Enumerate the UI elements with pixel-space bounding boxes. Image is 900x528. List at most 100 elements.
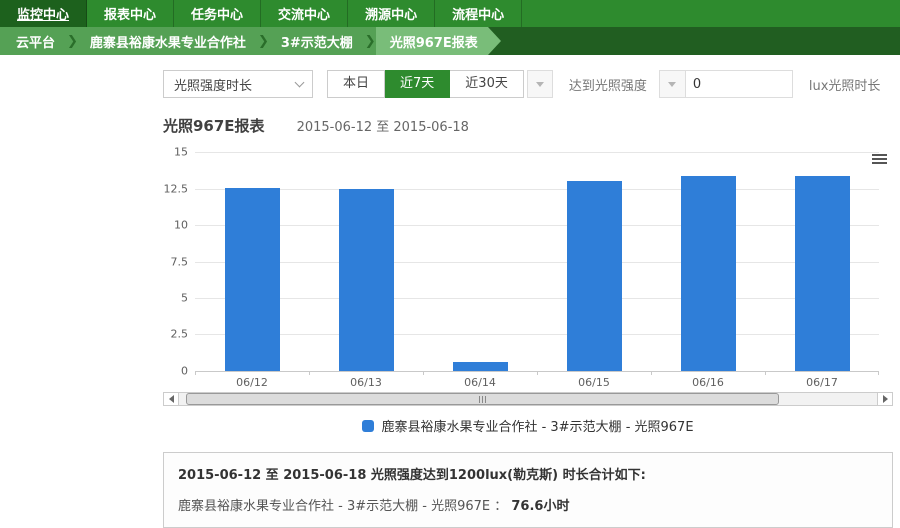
chart-legend: 鹿寨县裕康水果专业合作社 - 3#示范大棚 - 光照967E	[163, 416, 893, 435]
summary-row-value: 76.6小时	[511, 499, 570, 514]
bar-0616[interactable]	[680, 176, 736, 371]
nav-item-label: 监控中心	[17, 8, 70, 23]
page-title: 光照967E报表	[163, 117, 265, 135]
bar-slot	[537, 152, 651, 371]
report-type-select-value: 光照强度时长	[174, 78, 253, 94]
chart-plot-row: 15 12.5 10 7.5 5 2.5 0	[163, 146, 893, 378]
breadcrumb-group: 云平台 ❯ 鹿寨县裕康水果专业合作社 ❯ 3#示范大棚 ❯	[0, 27, 376, 55]
breadcrumb-current-label: 光照967E报表	[389, 35, 478, 51]
nav-item-communication-center[interactable]: 交流中心	[261, 0, 349, 27]
report-type-select[interactable]: 光照强度时长	[163, 70, 313, 98]
range-button-last30days[interactable]: 近30天	[450, 70, 524, 98]
x-axis-tick-mark	[422, 371, 424, 375]
y-axis-tick: 2.5	[170, 327, 189, 341]
summary-row-label: 鹿寨县裕康水果专业合作社 - 3#示范大棚 - 光照967E ：	[178, 499, 508, 514]
x-axis-label: 06/14	[464, 376, 496, 389]
triangle-down-icon	[668, 81, 677, 87]
intensity-threshold-label: 达到光照强度	[568, 78, 647, 94]
bar-slot	[195, 152, 309, 371]
nav-item-label: 流程中心	[452, 8, 505, 23]
gridline	[195, 298, 879, 299]
nav-item-task-center[interactable]: 任务中心	[174, 0, 262, 27]
nav-item-label: 溯源中心	[365, 8, 418, 23]
scrollbar-thumb[interactable]	[185, 393, 780, 405]
x-axis-tick-mark	[764, 371, 766, 375]
y-axis-tick: 7.5	[170, 255, 189, 268]
nav-item-monitor-center[interactable]: 监控中心	[0, 0, 88, 27]
grip-icon	[485, 395, 487, 403]
x-axis-label: 06/13	[350, 376, 382, 389]
breadcrumb-item-cooperative[interactable]: 鹿寨县裕康水果专业合作社	[89, 35, 246, 51]
bar-slot	[309, 152, 423, 371]
breadcrumb-item-cloud-platform[interactable]: 云平台	[16, 35, 56, 51]
chevron-right-icon: ❯	[257, 33, 269, 49]
bar-0612[interactable]	[224, 187, 280, 371]
chevron-right-icon: ❯	[67, 33, 78, 49]
gridline	[195, 188, 879, 190]
intensity-dropdown[interactable]	[658, 70, 685, 98]
x-axis-label: 06/15	[578, 376, 610, 389]
y-axis-tick: 5	[181, 291, 188, 305]
x-axis-label: 06/16	[692, 376, 724, 389]
intensity-unit-label: lux光照时长	[808, 78, 881, 94]
gridline	[195, 261, 879, 263]
x-axis-tick-mark	[878, 371, 879, 375]
light-duration-bar-chart: 15 12.5 10 7.5 5 2.5 0	[163, 146, 893, 435]
x-axis-label: 06/12	[236, 376, 268, 389]
triangle-right-icon	[882, 395, 888, 403]
triangle-left-icon	[168, 395, 174, 403]
bar-slot	[651, 152, 765, 371]
scroll-left-button[interactable]	[163, 392, 179, 406]
date-range-button-group: 本日 近7天 近30天	[327, 70, 553, 98]
intensity-combo	[658, 70, 793, 98]
y-axis-labels: 15 12.5 10 7.5 5 2.5 0	[163, 146, 195, 378]
bar-0617[interactable]	[794, 176, 850, 371]
summary-heading: 2015-06-12 至 2015-06-18 光照强度达到1200lux(勒克…	[178, 468, 646, 483]
nav-item-label: 报表中心	[104, 8, 157, 23]
gridline	[195, 334, 879, 336]
x-axis: 06/12 06/13 06/14 06/15 06/16 06/17	[195, 371, 879, 389]
breadcrumb: 云平台 ❯ 鹿寨县裕康水果专业合作社 ❯ 3#示范大棚 ❯ 光照967E报表	[0, 27, 900, 55]
y-axis-tick: 12.5	[163, 182, 189, 195]
gridline	[195, 152, 879, 153]
range-button-last7days[interactable]: 近7天	[385, 70, 451, 98]
nav-item-process-center[interactable]: 流程中心	[435, 0, 523, 27]
x-axis-tick-mark	[309, 371, 310, 375]
breadcrumb-item-light-report-current[interactable]: 光照967E报表	[375, 27, 501, 55]
grip-icon	[479, 395, 481, 403]
bar-0615[interactable]	[566, 181, 622, 371]
grip-icon	[482, 395, 484, 403]
nav-item-traceability-center[interactable]: 溯源中心	[348, 0, 436, 27]
range-more-dropdown[interactable]	[526, 70, 553, 98]
chart-export-menu-icon[interactable]	[872, 154, 887, 166]
gridline	[195, 224, 879, 226]
legend-marker-icon[interactable]	[362, 419, 375, 432]
x-axis-tick-mark	[195, 371, 196, 375]
nav-item-label: 交流中心	[278, 8, 331, 23]
legend-series-label[interactable]: 鹿寨县裕康水果专业合作社 - 3#示范大棚 - 光照967E	[381, 420, 694, 435]
x-axis-tick-mark	[537, 371, 538, 375]
x-axis-label: 06/17	[806, 376, 838, 389]
bar-slot	[765, 152, 879, 371]
breadcrumb-item-greenhouse[interactable]: 3#示范大棚	[280, 35, 353, 51]
filter-bar: 光照强度时长 本日 近7天 近30天 达到光照强度 lux光照时长	[163, 70, 900, 98]
bar-slot	[423, 152, 537, 371]
top-nav: 监控中心 报表中心 任务中心 交流中心 溯源中心 流程中心	[0, 0, 900, 27]
nav-item-label: 任务中心	[191, 8, 244, 23]
triangle-down-icon	[535, 81, 544, 87]
scroll-right-button[interactable]	[877, 392, 893, 406]
chart-horizontal-scrollbar	[163, 392, 893, 406]
bar-0613[interactable]	[338, 189, 394, 371]
scrollbar-track[interactable]	[179, 392, 877, 406]
range-button-today[interactable]: 本日	[327, 70, 386, 98]
chevron-right-icon: ❯	[364, 33, 376, 49]
bar-0614[interactable]	[452, 362, 508, 371]
summary-row: 鹿寨县裕康水果专业合作社 - 3#示范大棚 - 光照967E ： 76.6小时	[178, 495, 878, 514]
y-axis-tick: 10	[174, 218, 188, 232]
x-axis-tick-mark	[651, 371, 652, 375]
nav-item-report-center[interactable]: 报表中心	[87, 0, 175, 27]
plot-area	[195, 152, 879, 372]
intensity-input[interactable]	[684, 70, 793, 98]
chevron-down-icon	[294, 77, 305, 87]
y-axis-tick: 15	[174, 145, 188, 159]
